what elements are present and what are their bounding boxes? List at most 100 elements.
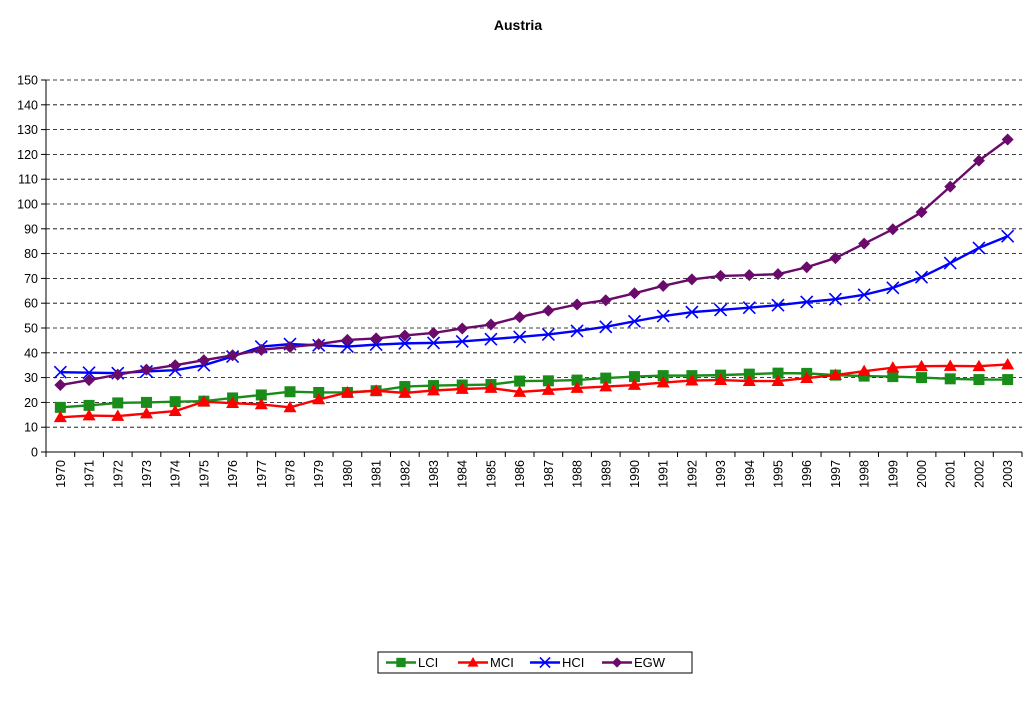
data-point-hci (914, 270, 929, 284)
data-point-hci (455, 334, 469, 348)
data-point-egw (944, 180, 957, 193)
x-tick-label: 1993 (714, 460, 728, 488)
data-point-hci (599, 320, 613, 334)
x-tick-label: 2003 (1001, 460, 1015, 488)
data-point-hci (1001, 229, 1015, 243)
data-point-mci (972, 359, 986, 372)
series-line-egw (60, 138, 1009, 387)
data-point-hci (742, 301, 756, 315)
data-point-mci (312, 392, 326, 405)
data-point-egw (800, 261, 813, 274)
data-point-mci (771, 374, 785, 386)
x-tick-label: 1984 (456, 460, 470, 488)
data-point-egw (341, 333, 354, 346)
data-point-hci (513, 330, 527, 344)
data-point-hci (771, 298, 785, 312)
data-point-hci (656, 309, 670, 323)
data-point-hci (484, 332, 498, 346)
data-point-egw (370, 332, 383, 345)
chart-title: Austria (494, 17, 542, 33)
series-egw (54, 133, 1014, 392)
data-point-egw (628, 287, 641, 300)
data-point-egw (484, 318, 497, 331)
data-point-mci (484, 381, 498, 393)
y-tick-label: 120 (17, 148, 38, 162)
x-tick-label: 1992 (685, 460, 699, 488)
y-tick-label: 80 (24, 247, 38, 261)
x-tick-label: 1996 (800, 460, 814, 488)
data-point-egw (1001, 133, 1014, 146)
series-line-mci (60, 363, 1008, 419)
x-tick-label: 1974 (169, 460, 183, 488)
data-point-egw (284, 341, 296, 354)
x-tick-label: 1975 (197, 460, 211, 488)
data-point-mci (254, 397, 268, 410)
data-point-hci (828, 292, 842, 306)
x-tick-label: 1981 (370, 460, 384, 488)
x-tick-label: 1980 (341, 460, 355, 488)
x-tick-label: 1999 (886, 460, 900, 488)
data-point-hci (685, 305, 699, 319)
data-point-lci (54, 401, 66, 413)
data-point-mci (82, 409, 96, 421)
y-tick-label: 70 (24, 272, 38, 286)
data-point-mci (340, 385, 354, 398)
data-point-mci (427, 383, 441, 396)
x-tick-label: 1979 (312, 460, 326, 488)
x-tick-label: 1986 (513, 460, 527, 488)
legend-label: HCI (562, 655, 584, 670)
x-tick-label: 1990 (628, 460, 642, 488)
data-point-lci (743, 368, 755, 380)
series-mci (53, 357, 1015, 423)
x-tick-label: 2002 (972, 460, 986, 488)
data-point-egw (197, 354, 210, 367)
data-point-mci (541, 383, 555, 395)
data-point-hci (426, 336, 441, 350)
legend: LCI MCI HCI EGW (377, 651, 693, 674)
data-point-mci (857, 364, 871, 377)
data-point-egw (169, 359, 182, 372)
y-tick-label: 50 (24, 322, 38, 336)
data-point-egw (599, 294, 612, 307)
data-point-lci (140, 396, 152, 408)
gridlines (46, 79, 1022, 428)
y-tick-label: 100 (17, 198, 38, 212)
data-point-hci (398, 336, 412, 350)
data-point-mci (168, 404, 182, 416)
data-point-egw (312, 338, 325, 351)
data-point-lci (284, 386, 296, 398)
data-point-egw (83, 374, 96, 387)
x-tick-label: 1972 (111, 460, 125, 488)
data-point-mci (800, 371, 814, 383)
data-point-mci (139, 407, 153, 419)
y-tick-label: 10 (24, 421, 38, 435)
x-tick-label: 1987 (542, 460, 556, 488)
data-point-egw (255, 343, 268, 356)
x-tick-label: 1973 (140, 460, 154, 488)
data-point-mci (886, 361, 900, 373)
data-point-lci (83, 399, 95, 411)
data-point-mci (685, 374, 699, 386)
data-point-lci (571, 374, 583, 386)
data-point-mci (197, 395, 211, 407)
x-tick-label: 1989 (599, 460, 613, 488)
legend-item-hci: HCI (530, 655, 584, 670)
data-point-egw (513, 311, 526, 324)
x-tick-label: 1983 (427, 460, 441, 488)
x-tick-label: 1994 (743, 460, 757, 488)
legend-marker (539, 656, 551, 669)
data-point-mci (455, 382, 469, 394)
data-point-lci (772, 367, 784, 379)
data-point-lci (600, 372, 612, 384)
series-line-lci (60, 371, 1008, 409)
data-point-lci (514, 375, 526, 387)
x-tick-label: 1997 (829, 460, 843, 488)
data-point-hci (943, 256, 957, 270)
x-tick-label: 1971 (83, 460, 97, 488)
data-point-hci (886, 281, 900, 295)
data-point-mci (570, 381, 584, 393)
data-point-egw (226, 349, 239, 362)
data-point-hci (800, 295, 814, 309)
y-axis-tick-labels: 0 10 20 30 40 50 60 70 80 90 100 110 120 130 140 150 (17, 74, 38, 460)
y-tick-label: 30 (24, 371, 38, 385)
